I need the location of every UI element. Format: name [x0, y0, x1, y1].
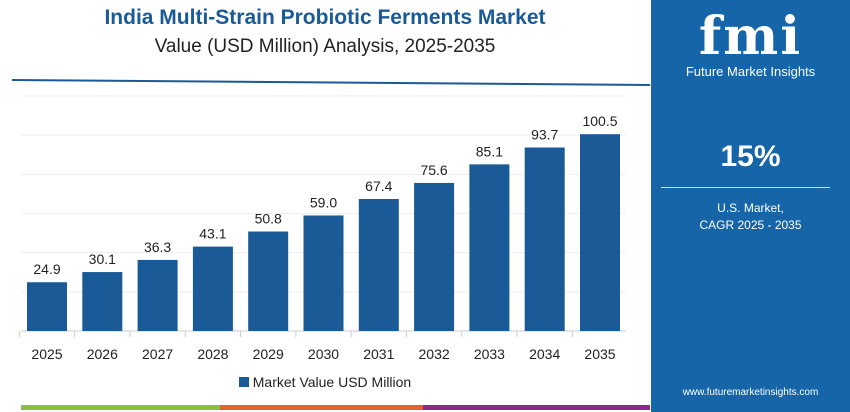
data-label: 43.1 [199, 226, 226, 242]
footer-stripe-purple [423, 405, 650, 410]
data-label: 85.1 [476, 143, 503, 159]
x-tick-label: 2028 [197, 346, 228, 362]
cagr-value: 15% [720, 140, 781, 173]
data-label: 100.5 [582, 113, 617, 129]
bar [358, 199, 399, 331]
legend-swatch [238, 377, 249, 387]
bar [524, 147, 565, 331]
x-tick-label: 2030 [308, 346, 339, 362]
cagr-label-line2: CAGR 2025 - 2035 [699, 218, 802, 232]
bar [414, 182, 455, 331]
data-label: 24.9 [33, 261, 60, 277]
x-tick-label: 2026 [87, 346, 118, 362]
fmi-logo: fmi [698, 6, 803, 67]
cagr-label-line1: U.S. Market, [717, 201, 784, 215]
bar [248, 231, 289, 331]
bar-chart: 24.9 2025 30.1 2026 36.3 2027 43.1 2028 50.8 2029… [11, 79, 650, 362]
data-label: 67.4 [365, 178, 392, 194]
logo-subtitle: Future Market Insights [685, 64, 816, 79]
cagr-label: U.S. Market, CAGR 2025 - 2035 [651, 200, 850, 234]
x-tick-label: 2029 [253, 346, 284, 362]
bar [469, 164, 510, 331]
chart-title: India Multi-Strain Probiotic Ferments Ma… [104, 6, 546, 29]
chart-subtitle: Value (USD Million) Analysis, 2025-2035 [154, 36, 496, 57]
title-underline [11, 79, 650, 86]
legend: Market Value USD Million [0, 374, 650, 390]
data-label: 30.1 [89, 251, 116, 267]
x-tick-label: 2034 [529, 346, 560, 362]
bar [580, 134, 620, 331]
bar [82, 272, 123, 331]
x-tick-label: 2031 [363, 346, 394, 362]
x-tick-label: 2025 [31, 346, 62, 362]
footer-stripe-green [21, 405, 220, 410]
website-link[interactable]: www.futuremarketinsights.com [682, 387, 819, 398]
x-tick-label: 2027 [142, 346, 173, 362]
data-label: 59.0 [310, 194, 337, 210]
data-label: 50.8 [255, 211, 282, 227]
x-tick-label: 2032 [419, 346, 450, 362]
x-tick-label: 2033 [474, 346, 505, 362]
legend-label: Market Value USD Million [252, 374, 412, 390]
bar [303, 215, 344, 331]
bar [27, 282, 67, 331]
footer-stripe-orange [220, 405, 423, 410]
data-label: 93.7 [531, 127, 558, 143]
bar [192, 246, 233, 331]
bar [137, 259, 178, 331]
info-panel: fmi Future Market Insights 15% U.S. Mark… [651, 0, 850, 412]
divider [661, 187, 830, 188]
x-tick-label: 2035 [584, 346, 615, 362]
data-label: 75.6 [420, 162, 447, 178]
data-label: 36.3 [144, 239, 171, 255]
